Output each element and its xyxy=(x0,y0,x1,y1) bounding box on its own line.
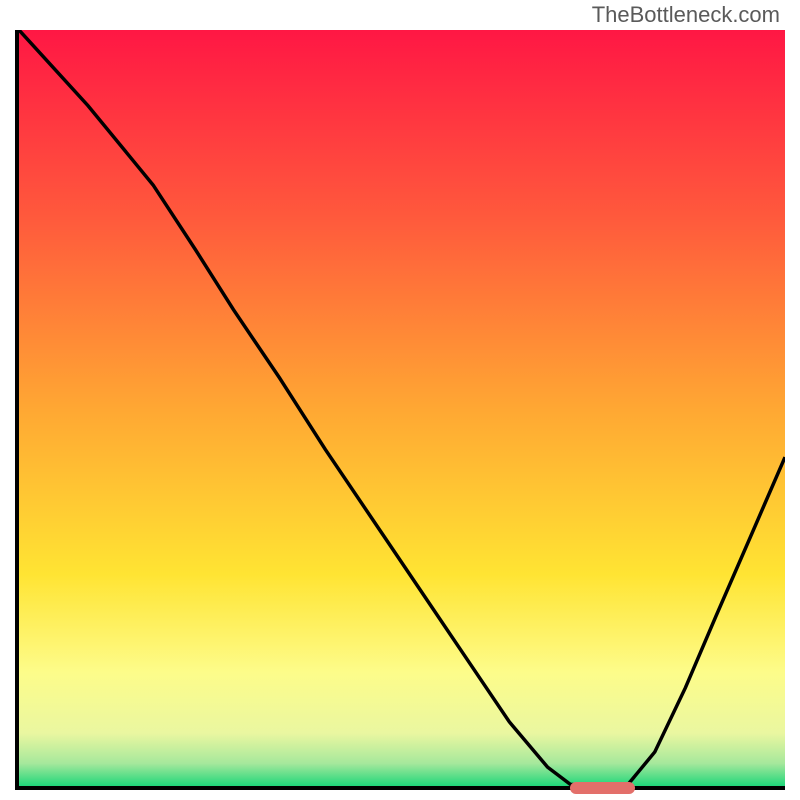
bottleneck-curve xyxy=(19,30,785,786)
watermark-text: TheBottleneck.com xyxy=(592,2,780,28)
plot-area xyxy=(15,30,785,790)
curve-path xyxy=(19,30,785,785)
optimal-marker xyxy=(570,782,635,794)
